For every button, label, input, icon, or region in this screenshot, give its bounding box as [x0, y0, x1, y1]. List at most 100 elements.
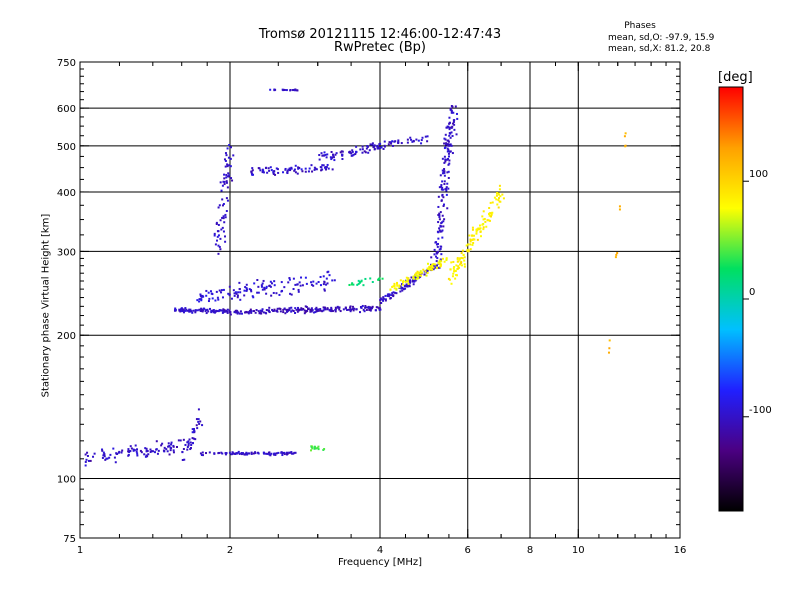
data-point — [315, 309, 318, 312]
data-point — [451, 275, 454, 278]
data-point — [238, 312, 241, 315]
data-point — [314, 308, 317, 311]
data-point — [310, 446, 313, 449]
data-point — [259, 309, 262, 312]
data-point — [199, 420, 202, 423]
data-point — [339, 151, 342, 154]
data-point — [430, 256, 433, 259]
data-point — [224, 165, 227, 168]
data-point — [395, 281, 398, 284]
data-point — [273, 280, 276, 283]
data-point — [471, 234, 474, 237]
data-point — [235, 452, 238, 455]
data-point — [140, 451, 143, 454]
data-point — [469, 248, 472, 251]
data-point — [412, 283, 415, 286]
data-point — [431, 263, 434, 266]
data-point — [304, 276, 307, 279]
data-point — [448, 126, 451, 129]
x-tick-label: 2 — [227, 545, 233, 556]
data-point — [450, 282, 453, 285]
data-point — [278, 293, 281, 296]
data-point — [436, 257, 439, 260]
data-point — [294, 451, 297, 454]
data-point — [292, 89, 295, 92]
data-point — [226, 147, 229, 150]
data-point — [362, 284, 365, 287]
data-point — [231, 452, 234, 455]
data-point — [372, 146, 375, 149]
data-point — [103, 453, 106, 456]
data-point — [155, 448, 158, 451]
data-point — [330, 308, 333, 311]
data-point — [209, 290, 212, 293]
data-point — [441, 172, 444, 175]
data-point — [146, 450, 149, 453]
data-point — [283, 286, 286, 289]
data-point — [163, 446, 166, 449]
data-point — [228, 451, 231, 454]
data-point — [324, 166, 327, 169]
data-point — [220, 451, 223, 454]
data-point — [226, 175, 229, 178]
data-point — [213, 452, 216, 455]
data-point — [448, 278, 451, 281]
data-point — [223, 309, 226, 312]
data-point — [167, 442, 170, 445]
data-point — [433, 264, 436, 267]
data-point — [330, 158, 333, 161]
data-point — [368, 308, 371, 311]
data-point — [212, 309, 215, 312]
data-point — [300, 276, 303, 279]
data-point — [438, 218, 441, 221]
data-point — [294, 164, 297, 167]
data-point — [262, 169, 265, 172]
data-point — [369, 307, 372, 310]
data-point — [272, 171, 275, 174]
data-point — [241, 452, 244, 455]
data-point — [267, 167, 270, 170]
data-point — [422, 268, 425, 271]
data-point — [270, 169, 273, 172]
data-point — [482, 210, 485, 213]
data-point — [191, 428, 194, 431]
y-tick-label: 400 — [57, 188, 76, 199]
x-tick-label: 1 — [77, 545, 83, 556]
data-point — [269, 285, 272, 288]
data-point — [288, 277, 291, 280]
data-point — [233, 294, 236, 297]
data-point — [254, 311, 257, 314]
data-point — [460, 262, 463, 265]
data-point — [382, 297, 385, 300]
data-point — [182, 448, 185, 451]
data-point — [420, 271, 423, 274]
data-point — [154, 451, 157, 454]
data-point — [367, 151, 370, 154]
data-point — [319, 284, 322, 287]
data-point — [353, 307, 356, 310]
data-point — [227, 175, 230, 178]
data-point — [194, 311, 197, 314]
data-point — [455, 264, 458, 267]
data-point — [256, 451, 259, 454]
data-point — [229, 165, 232, 168]
data-point — [326, 282, 329, 285]
data-point — [288, 278, 291, 281]
data-point — [443, 168, 446, 171]
data-point — [222, 215, 225, 218]
y-tick-label: 100 — [57, 475, 76, 486]
data-point — [275, 292, 278, 295]
data-point — [191, 442, 194, 445]
data-point — [289, 292, 292, 295]
data-point — [286, 171, 289, 174]
data-point — [261, 309, 264, 312]
data-point — [222, 180, 225, 183]
data-point — [273, 170, 276, 173]
data-point — [616, 252, 619, 255]
data-point — [488, 207, 491, 210]
data-point — [219, 181, 222, 184]
data-point — [401, 289, 404, 292]
data-point — [382, 296, 385, 299]
data-point — [265, 287, 268, 290]
